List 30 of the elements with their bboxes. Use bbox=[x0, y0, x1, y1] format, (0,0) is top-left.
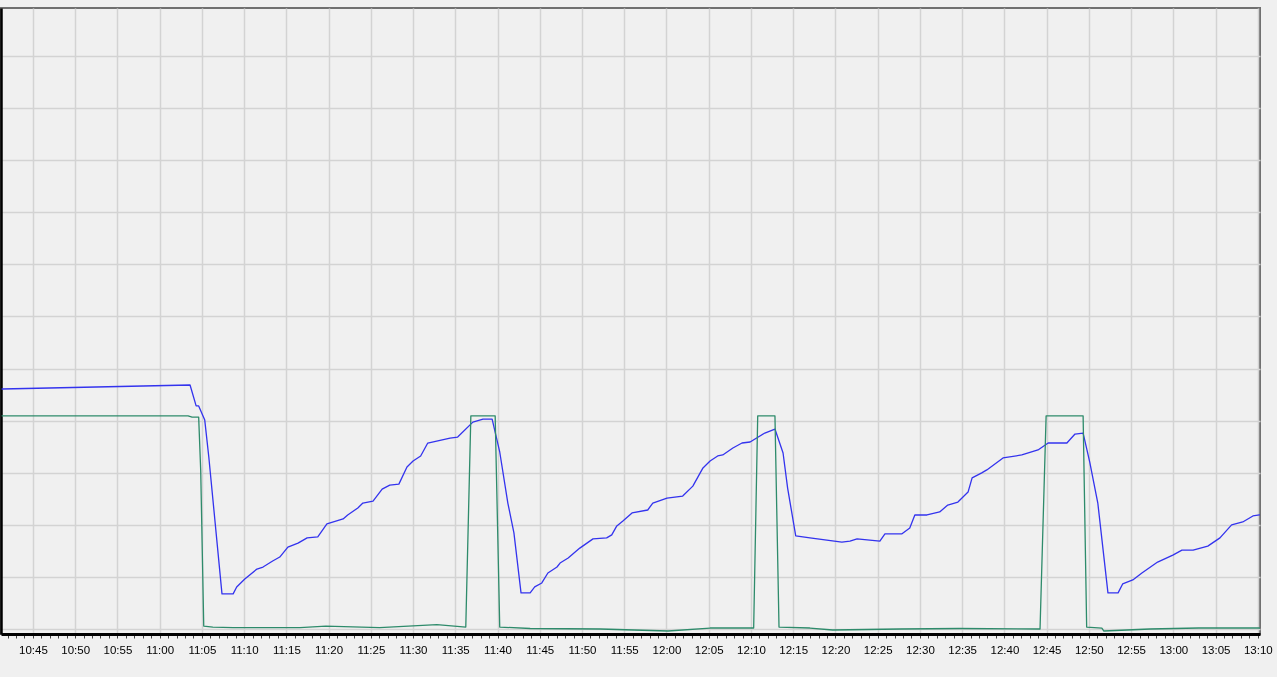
x-tick-label: 11:00 bbox=[146, 643, 175, 656]
x-tick-label: 12:55 bbox=[1117, 643, 1146, 656]
x-tick-label: 12:00 bbox=[652, 643, 682, 656]
x-tick-label: 12:25 bbox=[863, 643, 893, 656]
x-tick-label: 11:35 bbox=[441, 643, 470, 656]
x-tick-label: 12:30 bbox=[906, 643, 935, 656]
x-tick-label: 13:00 bbox=[1159, 643, 1189, 656]
x-tick-label: 11:15 bbox=[272, 643, 301, 656]
x-tick-label: 13:05 bbox=[1201, 643, 1231, 656]
x-tick-label: 12:40 bbox=[990, 643, 1020, 656]
x-tick-label: 11:10 bbox=[230, 643, 259, 656]
x-tick-label: 12:10 bbox=[737, 643, 766, 656]
x-tick-label: 11:45 bbox=[526, 643, 555, 656]
x-tick-label: 11:50 bbox=[568, 643, 597, 656]
x-tick-label: 12:05 bbox=[694, 643, 724, 656]
x-tick-label: 10:45 bbox=[19, 643, 48, 656]
x-tick-label: 13:10 bbox=[1243, 643, 1273, 656]
x-tick-label: 11:30 bbox=[399, 643, 428, 656]
x-tick-label: 12:35 bbox=[948, 643, 978, 656]
x-tick-label: 11:55 bbox=[610, 643, 639, 656]
x-tick-label: 11:20 bbox=[315, 643, 344, 656]
x-tick-label: 11:40 bbox=[484, 643, 513, 656]
x-tick-label: 10:55 bbox=[103, 643, 133, 656]
x-tick-label: 11:05 bbox=[188, 643, 217, 656]
x-tick-label: 12:20 bbox=[821, 643, 851, 656]
x-tick-label: 10:50 bbox=[61, 643, 91, 656]
x-tick-label: 12:50 bbox=[1074, 643, 1104, 656]
x-tick-label: 12:45 bbox=[1032, 643, 1062, 656]
x-tick-label: 11:25 bbox=[357, 643, 386, 656]
x-tick-label: 12:15 bbox=[779, 643, 809, 656]
